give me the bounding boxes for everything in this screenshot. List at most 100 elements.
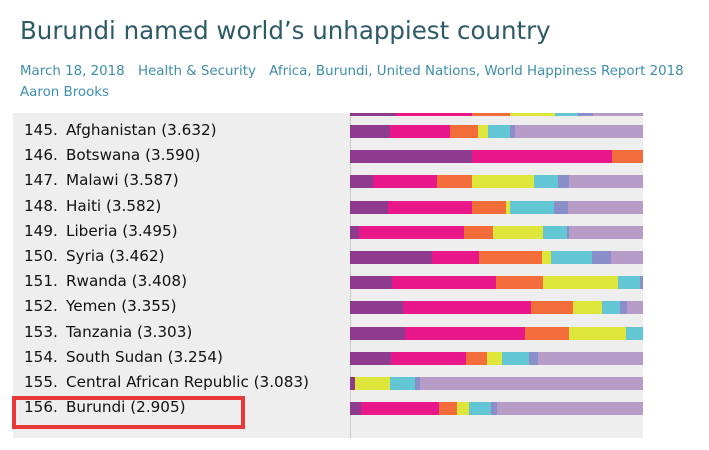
bar-segment xyxy=(524,326,569,340)
bar-segment xyxy=(502,351,529,365)
row-country-label: Rwanda (3.408) xyxy=(66,272,188,291)
chart-row: 146. Botswana (3.590) xyxy=(13,144,643,169)
bar-segment xyxy=(388,200,472,214)
tag-united-nations[interactable]: United Nations xyxy=(376,64,476,79)
bar-segment xyxy=(359,225,464,239)
bar-segment xyxy=(510,125,515,138)
bar-segment xyxy=(627,301,643,315)
row-rank: 145. xyxy=(24,121,58,139)
bar-segment xyxy=(487,125,511,138)
bar-segment xyxy=(490,402,497,416)
row-rank: 153. xyxy=(24,322,58,341)
bar-segment xyxy=(593,113,643,116)
row-country-label: Haiti (3.582) xyxy=(66,196,162,215)
bar-segment xyxy=(450,125,479,138)
row-country-label: South Sudan (3.254) xyxy=(66,347,223,366)
chart-row: 147. Malawi (3.587) xyxy=(13,169,643,194)
tag-world-happiness-report[interactable]: World Happiness Report 2018 xyxy=(484,64,684,79)
bar-segment xyxy=(391,276,496,290)
bar-segment xyxy=(391,351,466,365)
bar-segment xyxy=(619,301,628,315)
chart-row: 152. Yemen (3.355) xyxy=(13,295,643,320)
bar-segment xyxy=(350,402,362,416)
tag-burundi[interactable]: Burundi xyxy=(315,64,369,79)
row-country-label: Syria (3.462) xyxy=(66,247,165,265)
bar-segment xyxy=(465,351,487,365)
bar-segment xyxy=(479,251,542,264)
burundi-highlight-box xyxy=(12,396,245,429)
bar-segment xyxy=(486,351,502,365)
bar-segment xyxy=(469,402,491,416)
bar-segment xyxy=(457,402,470,416)
row-country-label: Yemen (3.355) xyxy=(66,297,177,316)
bar-segment xyxy=(350,125,390,138)
row-rank: 149. xyxy=(24,221,58,240)
row-country-label: Burundi (2.905) xyxy=(66,398,186,417)
bar-segment xyxy=(395,113,472,116)
bar-segment xyxy=(350,175,373,189)
bar-segment xyxy=(438,402,458,416)
row-rank: 152. xyxy=(24,297,58,316)
happiness-ranking-chart: 145. Afghanistan (3.632) 146. Botswana (3.5… xyxy=(13,113,643,438)
bar-segment xyxy=(568,175,643,189)
bar-segment xyxy=(558,175,569,189)
row-country-label: Central African Republic (3.083) xyxy=(66,373,309,391)
bar-segment xyxy=(350,351,392,365)
bar-segment xyxy=(533,175,559,189)
bar-segment xyxy=(505,200,511,214)
bar-segment xyxy=(403,301,531,315)
bar-segment xyxy=(350,251,433,264)
chart-row: 154. South Sudan (3.254) xyxy=(13,346,643,371)
bar-segment xyxy=(471,200,506,214)
bar-segment xyxy=(541,251,551,264)
bar-segment xyxy=(415,377,420,390)
article-meta: March 18, 2018 Health & Security Africa,… xyxy=(20,64,684,100)
article-category[interactable]: Health & Security xyxy=(137,64,256,79)
bar-segment xyxy=(471,175,534,189)
bar-segment xyxy=(543,225,568,239)
bar-segment xyxy=(555,113,578,116)
bar-segment xyxy=(350,301,404,315)
article-title: Burundi named world’s unhappiest country xyxy=(20,16,551,45)
bar-segment xyxy=(554,200,569,214)
bar-segment xyxy=(543,276,618,290)
axis-line xyxy=(350,113,351,438)
bar-segment xyxy=(510,200,555,214)
row-country-label: Liberia (3.495) xyxy=(66,221,178,240)
bar-segment xyxy=(389,377,416,390)
bar-segment xyxy=(496,402,643,416)
row-rank: 156. xyxy=(24,398,58,417)
bar-segment xyxy=(350,326,405,340)
bar-segment xyxy=(509,113,556,116)
bar-segment xyxy=(611,251,643,264)
bar-segment xyxy=(537,351,643,365)
bar-segment xyxy=(550,251,593,264)
tag-africa[interactable]: Africa xyxy=(269,64,308,79)
bar-segment xyxy=(437,175,472,189)
bar-segment xyxy=(350,200,388,214)
bar-segment xyxy=(514,125,643,138)
bar-segment xyxy=(350,276,392,290)
row-rank: 146. xyxy=(24,146,58,165)
bar-segment xyxy=(640,276,643,290)
bar-segment xyxy=(354,377,390,390)
row-rank: 147. xyxy=(24,171,58,190)
bar-segment xyxy=(478,125,488,138)
bar-segment xyxy=(389,125,451,138)
row-rank: 154. xyxy=(24,347,58,366)
bar-segment xyxy=(350,150,472,164)
row-rank: 150. xyxy=(24,247,58,265)
article-date[interactable]: March 18, 2018 xyxy=(20,64,125,79)
bar-segment xyxy=(404,326,525,340)
bar-segment xyxy=(567,225,569,239)
bar-segment xyxy=(471,150,613,164)
article-author[interactable]: Aaron Brooks xyxy=(20,85,110,100)
chart-row: 153. Tanzania (3.303) xyxy=(13,321,643,346)
bar-segment xyxy=(432,251,480,264)
bar-segment xyxy=(592,251,612,264)
row-country-label: Malawi (3.587) xyxy=(66,171,179,190)
bar-segment xyxy=(464,225,493,239)
row-rank: 148. xyxy=(24,196,58,215)
bar-segment xyxy=(578,113,594,116)
chart-row: 156. Burundi (2.905) xyxy=(13,396,643,421)
